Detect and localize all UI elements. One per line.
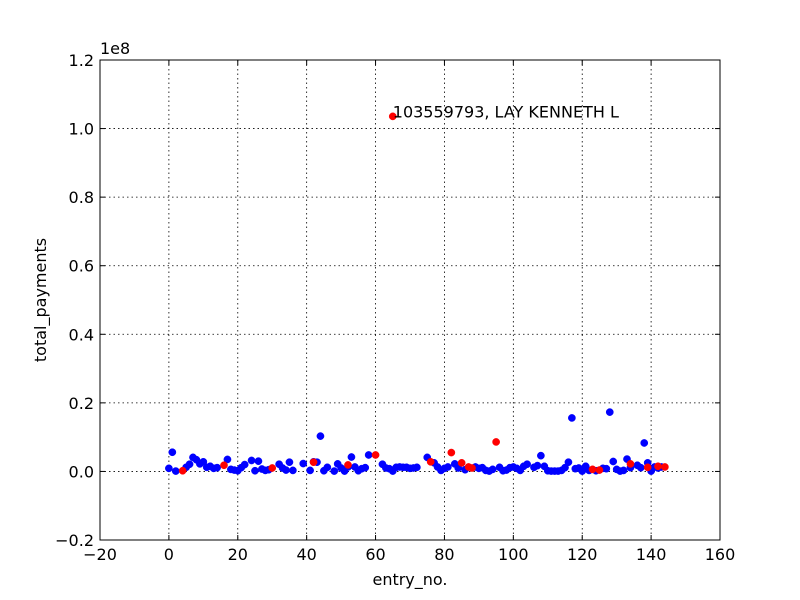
data-point: [199, 457, 208, 466]
y-tick-label: 0.6: [69, 257, 94, 276]
data-point: [165, 464, 173, 473]
poi-data-point: [492, 438, 500, 446]
data-point: [323, 463, 332, 472]
data-point: [602, 464, 611, 473]
data-point: [330, 467, 339, 475]
poi-data-point: [643, 463, 652, 472]
data-point: [254, 457, 263, 465]
x-axis-label: entry_no.: [372, 570, 447, 590]
poi-data-point: [344, 461, 352, 469]
y-tick-label: 0.4: [69, 325, 94, 344]
data-point: [605, 408, 614, 416]
annotation-label: 103559793, LAY KENNETH L: [393, 102, 619, 121]
x-tick-label: 140: [636, 545, 667, 564]
data-point: [289, 466, 297, 475]
poi-data-point: [468, 464, 476, 472]
data-point: [240, 460, 249, 469]
poi-data-point: [268, 464, 277, 472]
data-point: [488, 465, 497, 474]
poi-data-point: [588, 465, 597, 474]
x-tick-label: 0: [164, 545, 174, 564]
y-axis-label: total_payments: [31, 238, 51, 362]
x-tick-label: −20: [83, 545, 117, 564]
poi-data-point: [178, 466, 187, 475]
data-point: [537, 451, 545, 460]
x-tick-label: 60: [365, 545, 385, 564]
data-point: [444, 463, 452, 471]
data-point: [306, 466, 314, 475]
data-point: [282, 466, 290, 474]
poi-data-point: [661, 463, 669, 471]
poi-data-point: [457, 459, 466, 467]
data-point: [347, 453, 356, 461]
poi-data-point: [220, 461, 228, 470]
x-tick-label: 80: [434, 545, 454, 564]
data-point: [168, 448, 177, 457]
data-point: [285, 458, 294, 467]
y-tick-label: 1.2: [69, 51, 94, 70]
poi-data-point: [626, 460, 635, 468]
x-tick-label: 20: [228, 545, 248, 564]
y-axis-offset-text: 1e8: [100, 39, 130, 58]
y-tick-label: −0.2: [55, 531, 94, 550]
data-point: [251, 466, 259, 475]
y-tick-label: 0.0: [69, 462, 94, 481]
data-point: [213, 463, 221, 472]
plot-frame: [99, 59, 721, 541]
data-point: [564, 458, 573, 467]
poi-data-point: [447, 448, 456, 457]
data-point: [364, 451, 373, 459]
poi-data-point: [309, 458, 318, 467]
data-point: [185, 460, 194, 469]
data-point: [523, 460, 531, 469]
data-point: [316, 432, 325, 440]
y-tick-label: 1.0: [69, 120, 94, 139]
poi-data-point: [654, 462, 662, 471]
data-point: [247, 456, 256, 465]
data-point: [533, 461, 542, 470]
x-tick-label: 160: [705, 545, 736, 564]
x-tick-label: 40: [296, 545, 316, 564]
data-point: [609, 457, 618, 466]
y-tick-label: 0.2: [69, 394, 94, 413]
poi-data-point: [388, 112, 397, 121]
x-tick-label: 100: [498, 545, 529, 564]
poi-data-point: [426, 457, 435, 466]
x-tick-label: 120: [567, 545, 598, 564]
axis-ticks: −20 0 20 40 60 80 100 120 140 160 −0.2 0.0 0.2 0.4 0.6…: [55, 51, 735, 564]
poi-data-point: [371, 451, 380, 459]
data-point: [413, 463, 421, 472]
data-point: [619, 466, 628, 475]
data-point: [640, 439, 649, 447]
poi-data-point: [595, 466, 604, 474]
data-point: [171, 467, 180, 475]
data-point: [361, 463, 370, 472]
y-tick-label: 0.8: [69, 188, 94, 207]
data-point: [223, 455, 232, 464]
data-point: [636, 463, 645, 472]
data-point: [299, 459, 308, 468]
data-point: [568, 414, 576, 422]
data-points: [165, 112, 669, 475]
data-point: [561, 463, 569, 472]
